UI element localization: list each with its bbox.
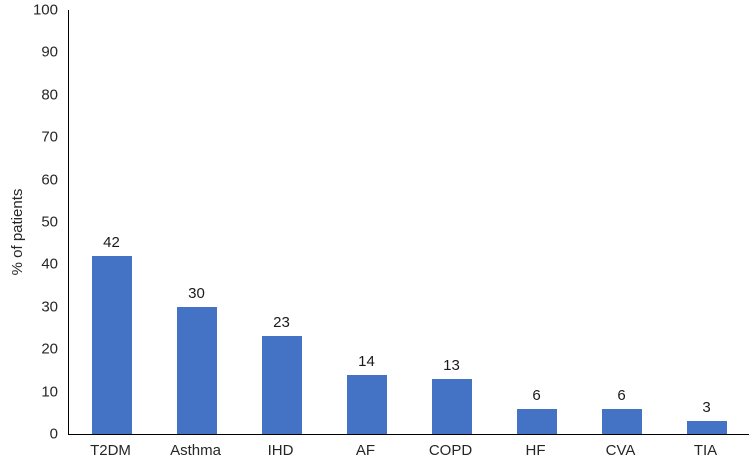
bar-tia bbox=[686, 421, 727, 434]
x-category-label-cva: CVA bbox=[605, 442, 636, 459]
x-category-label-asthma: Asthma bbox=[170, 442, 221, 459]
y-tick-label: 90 bbox=[41, 43, 58, 61]
bar-t2dm bbox=[91, 255, 132, 434]
bar-value-label: 30 bbox=[188, 284, 205, 302]
bar-cva bbox=[601, 408, 642, 434]
y-tick-label: 30 bbox=[41, 298, 58, 316]
y-tick-label: 60 bbox=[41, 171, 58, 189]
y-tick-label: 0 bbox=[49, 425, 58, 443]
x-category-label-t2dm: T2DM bbox=[90, 442, 131, 459]
x-category-label-af: AF bbox=[355, 442, 376, 459]
bar-value-label: 42 bbox=[103, 233, 120, 251]
y-tick-label: 70 bbox=[41, 128, 58, 146]
y-tick-label: 80 bbox=[41, 86, 58, 104]
bar-value-label: 13 bbox=[443, 356, 460, 374]
y-axis-tick-labels: 0 10 20 30 40 50 60 70 80 90 100 bbox=[0, 3, 58, 442]
y-tick-label: 50 bbox=[41, 213, 58, 231]
bar-hf bbox=[516, 408, 557, 434]
bar-slot: 42 bbox=[69, 10, 154, 434]
bar-value-label: 14 bbox=[358, 352, 375, 370]
bar-value-label: 23 bbox=[273, 314, 290, 332]
bar-slot: 6 bbox=[494, 10, 579, 434]
bar-value-label: 6 bbox=[532, 386, 541, 404]
x-category-label-tia: TIA bbox=[693, 442, 718, 459]
bar-slot: 6 bbox=[579, 10, 664, 434]
y-tick-label: 10 bbox=[41, 383, 58, 401]
y-tick-label: 40 bbox=[41, 255, 58, 273]
bar-copd bbox=[431, 378, 472, 434]
plot-area: 42 30 23 14 13 6 6 3 bbox=[68, 10, 749, 435]
x-axis-category-labels: T2DM Asthma IHD AF COPD HF CVA TIA bbox=[68, 442, 748, 462]
bar-slot: 3 bbox=[664, 10, 749, 434]
y-tick-label: 20 bbox=[41, 340, 58, 358]
y-tick-label: 100 bbox=[32, 1, 58, 19]
bar-slot: 30 bbox=[154, 10, 239, 434]
bar-value-label: 6 bbox=[617, 386, 626, 404]
bar-slot: 14 bbox=[324, 10, 409, 434]
bar-ihd bbox=[261, 336, 302, 434]
x-category-label-ihd: IHD bbox=[267, 442, 294, 459]
x-category-label-copd: COPD bbox=[428, 442, 473, 459]
bar-slot: 13 bbox=[409, 10, 494, 434]
bar-asthma bbox=[176, 306, 217, 434]
bar-value-label: 3 bbox=[702, 399, 711, 417]
x-category-label-hf: HF bbox=[525, 442, 546, 459]
bar-slot: 23 bbox=[239, 10, 324, 434]
bar-af bbox=[346, 374, 387, 434]
